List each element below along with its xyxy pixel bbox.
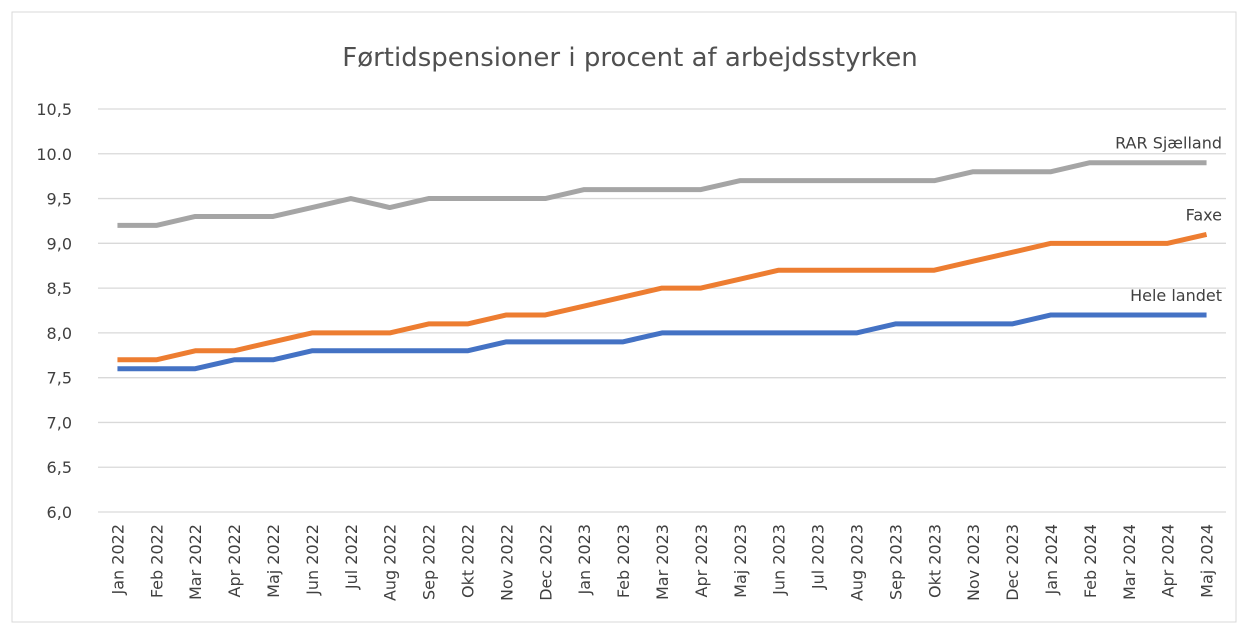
x-tick-label: Nov 2022 xyxy=(497,524,516,601)
x-tick-label: Mar 2022 xyxy=(186,524,205,600)
x-tick-label: Okt 2023 xyxy=(925,524,944,598)
series-line xyxy=(117,160,1207,228)
x-tick-label: Jan 2023 xyxy=(575,524,594,595)
x-tick-label: Jul 2023 xyxy=(809,524,828,590)
y-tick-label: 9,0 xyxy=(47,234,72,253)
y-tick-label: 9,5 xyxy=(47,190,72,209)
x-tick-label: Maj 2022 xyxy=(264,524,283,598)
y-tick-label: 6,5 xyxy=(47,458,72,477)
x-tick-label: Aug 2023 xyxy=(847,524,866,601)
x-tick-label: Feb 2024 xyxy=(1081,524,1100,598)
x-tick-label: Jul 2022 xyxy=(342,524,361,590)
x-tick-label: Jun 2023 xyxy=(770,524,789,596)
x-tick-label: Dec 2023 xyxy=(1003,524,1022,601)
series-label: RAR Sjælland xyxy=(1115,134,1222,153)
x-tick-label: Sep 2022 xyxy=(420,524,439,600)
x-tick-label: Apr 2024 xyxy=(1159,524,1178,597)
series-line xyxy=(117,231,1208,363)
series-label: Faxe xyxy=(1186,205,1222,224)
x-tick-label: Dec 2022 xyxy=(536,524,555,601)
y-tick-label: 10,5 xyxy=(36,100,72,119)
y-tick-label: 8,0 xyxy=(47,324,72,343)
y-tick-label: 7,0 xyxy=(47,413,72,432)
series-label: Hele landet xyxy=(1130,286,1222,305)
x-tick-label: Nov 2023 xyxy=(964,524,983,601)
x-tick-label: Apr 2022 xyxy=(225,524,244,597)
x-tick-label: Okt 2022 xyxy=(459,524,478,598)
y-tick-label: 6,0 xyxy=(47,503,72,522)
x-tick-label: Jun 2022 xyxy=(303,524,322,596)
x-tick-label: Jan 2024 xyxy=(1042,524,1061,595)
x-tick-label: Sep 2023 xyxy=(886,524,905,600)
x-tick-label: Maj 2024 xyxy=(1198,524,1217,598)
series-line xyxy=(117,312,1207,372)
x-tick-label: Aug 2022 xyxy=(381,524,400,601)
y-tick-label: 10.0 xyxy=(36,145,72,164)
y-tick-label: 7,5 xyxy=(47,369,72,388)
x-tick-label: Feb 2023 xyxy=(614,524,633,598)
x-tick-label: Apr 2023 xyxy=(692,524,711,597)
x-tick-label: Feb 2022 xyxy=(147,524,166,598)
x-tick-label: Mar 2024 xyxy=(1120,524,1139,600)
x-tick-label: Mar 2023 xyxy=(653,524,672,600)
x-tick-label: Jan 2022 xyxy=(108,524,127,595)
x-tick-label: Maj 2023 xyxy=(731,524,750,598)
y-tick-label: 8,5 xyxy=(47,279,72,298)
chart-title: Førtidspensioner i procent af arbejdssty… xyxy=(342,43,918,73)
